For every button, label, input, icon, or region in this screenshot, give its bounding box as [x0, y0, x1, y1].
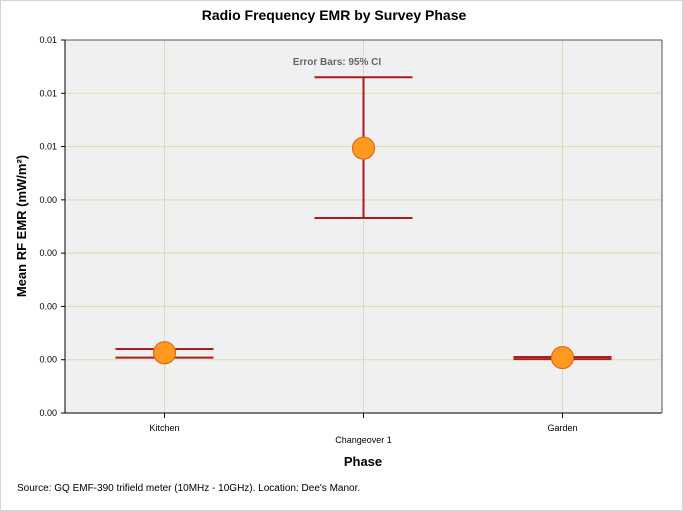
source-note: Source: GQ EMF-390 trifield meter (10MHz… — [17, 483, 361, 494]
mean-marker — [152, 341, 177, 365]
y-tick-label: 0.01 — [39, 88, 57, 98]
x-axis-title: Phase — [344, 454, 382, 469]
y-axis-title: Mean RF EMR (mW/m²) — [14, 155, 29, 297]
y-tick-label: 0.00 — [39, 408, 57, 418]
data-points — [115, 76, 612, 370]
y-tick-labels: 0.00 0.00 0.00 0.00 0.00 0.01 0.01 0.01 — [39, 35, 57, 418]
y-tick-label: 0.00 — [39, 301, 57, 311]
x-tick-label: Changeover 1 — [335, 435, 392, 445]
y-tick-label: 0.00 — [39, 195, 57, 205]
mean-marker — [550, 345, 575, 370]
y-tick-label: 0.00 — [39, 248, 57, 258]
x-tick-labels: Kitchen Changeover 1 Garden — [149, 423, 577, 445]
y-tick-label: 0.01 — [39, 35, 57, 45]
y-tick-label: 0.01 — [39, 142, 57, 152]
mean-marker — [351, 136, 376, 160]
y-tick-label: 0.00 — [39, 355, 57, 365]
axes — [61, 39, 663, 418]
x-tick-label: Garden — [547, 423, 577, 433]
chart-title: Radio Frequency EMR by Survey Phase — [202, 7, 467, 23]
x-tick-label: Kitchen — [149, 423, 179, 433]
error-bars-note: Error Bars: 95% CI — [293, 57, 382, 68]
